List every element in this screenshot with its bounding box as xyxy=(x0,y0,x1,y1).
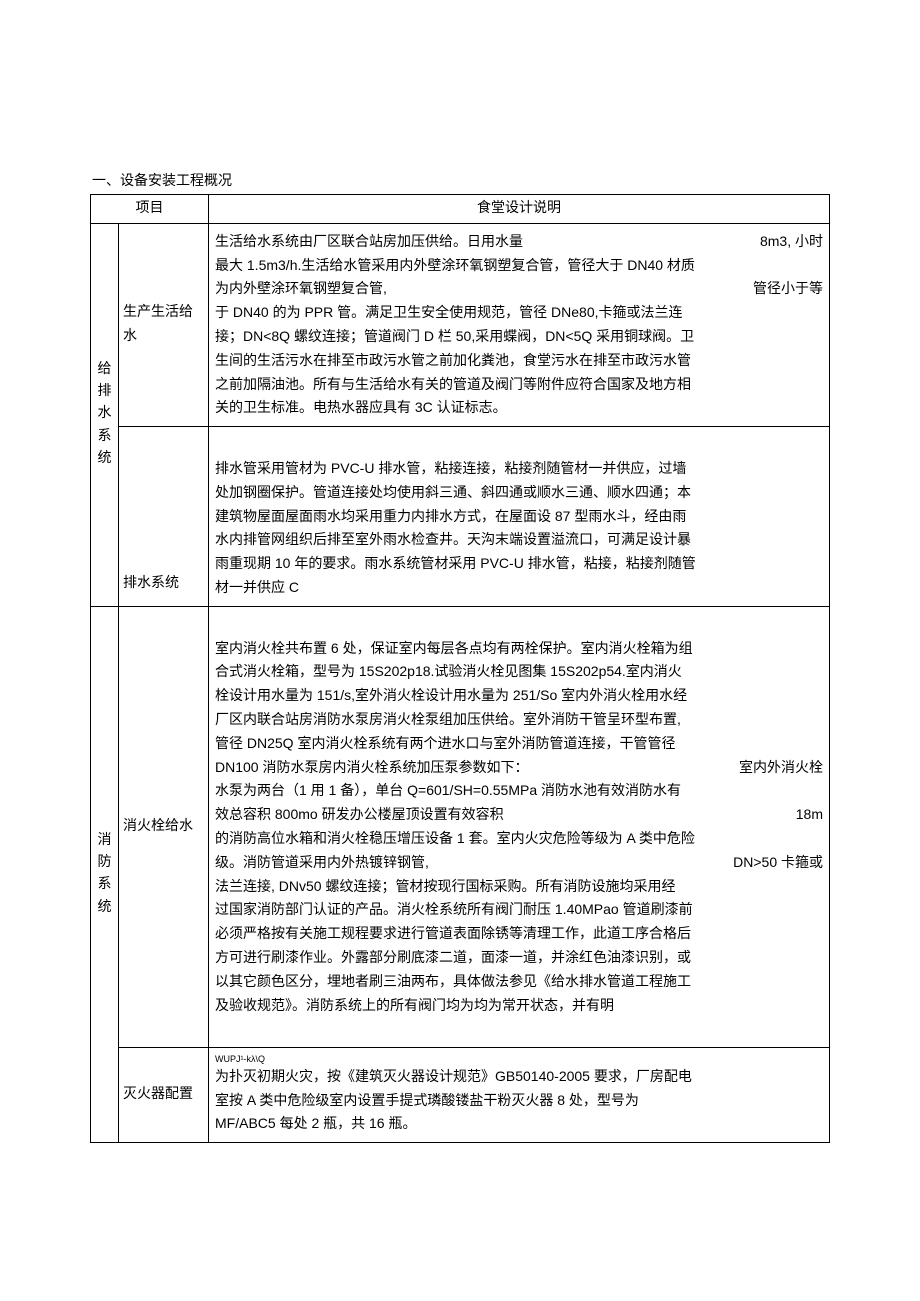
desc-line: 之前加隔油池。所有与生活给水有关的管道及阀门等附件应符合国家及地方相 xyxy=(215,373,823,397)
table-row: 给排水系统生产生活给水生活给水系统由厂区联合站房加压供给。日用水量8m3, 小时… xyxy=(91,223,830,426)
desc-line: 为扑灭初期火灾，按《建筑灭火器设计规范》GB50140-2005 要求，厂房配电 xyxy=(215,1065,823,1089)
description-cell: WUPJ¹-kλ\Q为扑灭初期火灾，按《建筑灭火器设计规范》GB50140-20… xyxy=(209,1048,830,1143)
desc-line: 建筑物屋面屋面雨水均采用重力内排水方式，在屋面设 87 型雨水斗，经由雨 xyxy=(215,505,823,529)
desc-line: 厂区内联合站房消防水泵房消火栓泵组加压供给。室外消防干管呈环型布置, xyxy=(215,708,823,732)
sub-label: 排水系统 xyxy=(119,427,209,607)
desc-line: 室按 A 类中危险级室内设置手提式璘酸镂盐干粉灭火器 8 处，型号为 xyxy=(215,1089,823,1113)
desc-line-left: 级。消防管道采用内外热镀锌钢管, xyxy=(215,851,429,875)
desc-line-left: 生活给水系统由厂区联合站房加压供给。日用水量 xyxy=(215,230,523,254)
desc-line: 雨重现期 10 年的要求。雨水系统管材采用 PVC-U 排水管，粘接，粘接剂随管 xyxy=(215,552,823,576)
desc-line: DN100 消防水泵房内消火栓系统加压泵参数如下： 室内外消火栓 xyxy=(215,756,823,780)
description-cell: 室内消火栓共布置 6 处，保证室内每层各点均有两栓保护。室内消火栓箱为组合式消火… xyxy=(209,606,830,1047)
desc-line: 生间的生活污水在排至市政污水管之前加化粪池，食堂污水在排至市政污水管 xyxy=(215,349,823,373)
desc-line: 材一并供应 C xyxy=(215,576,823,600)
desc-line: 方可进行刷漆作业。外露部分刷底漆二道，面漆一道，并涂红色油漆识别，或 xyxy=(215,946,823,970)
desc-line: 及验收规范》。消防系统上的所有阀门均为均为常开状态，并有明 xyxy=(215,994,823,1018)
sub-label: 消火栓给水 xyxy=(119,606,209,1047)
table-row: 消防系统消火栓给水 室内消火栓共布置 6 处，保证室内每层各点均有两栓保护。室内… xyxy=(91,606,830,1047)
desc-line: 法兰连接, DNv50 螺纹连接；管材按现行国标采购。所有消防设施均采用经 xyxy=(215,875,823,899)
desc-line xyxy=(215,1017,823,1041)
sub-label: 生产生活给水 xyxy=(119,223,209,426)
desc-line: 关的卫生标准。电热水器应具有 3C 认证标志。 xyxy=(215,396,823,420)
desc-line: 排水管采用管材为 PVC-U 排水管，粘接连接，粘接剂随管材一并供应，过墙 xyxy=(215,457,823,481)
desc-line: 必须严格按有关施工规程要求进行管道表面除锈等清理工作，此道工序合格后 xyxy=(215,922,823,946)
section-heading: 一、设备安装工程概况 xyxy=(90,170,830,190)
group-label-text: 消防系统 xyxy=(98,830,112,920)
desc-line: 为内外壁涂环氧钢塑复合管, 管径小于等 xyxy=(215,277,823,301)
desc-line-small: WUPJ¹-kλ\Q xyxy=(215,1054,823,1065)
desc-line: 水内排管网组织后排至室外雨水检查井。天沟末端设置溢流口，可满足设计暴 xyxy=(215,528,823,552)
desc-line-right: 18m xyxy=(796,803,823,827)
desc-line: 的消防高位水箱和消火栓稳压增压设备 1 套。室内火灾危险等级为 A 类中危险 xyxy=(215,827,823,851)
desc-line: 生活给水系统由厂区联合站房加压供给。日用水量 8m3, 小时 xyxy=(215,230,823,254)
header-project: 项目 xyxy=(91,195,209,224)
desc-line-left: 为内外壁涂环氧钢塑复合管, xyxy=(215,277,387,301)
group-label-text: 给排水系统 xyxy=(98,359,112,471)
desc-line: 水泵为两台（1 用 1 备），单台 Q=601/SH=0.55MPa 消防水池有… xyxy=(215,779,823,803)
desc-line: 处加钢圈保护。管道连接处均使用斜三通、斜四通或顺水三通、顺水四通；本 xyxy=(215,481,823,505)
table-row: 灭火器配置WUPJ¹-kλ\Q为扑灭初期火灾，按《建筑灭火器设计规范》GB501… xyxy=(91,1048,830,1143)
spec-table: 项目 食堂设计说明 给排水系统生产生活给水生活给水系统由厂区联合站房加压供给。日… xyxy=(90,194,830,1143)
desc-line-left: 效总容积 800mo 研发办公楼屋顶设置有效容积 xyxy=(215,803,504,827)
desc-line: 于 DN40 的为 PPR 管。满足卫生安全使用规范，管径 DNe80,卡箍或法… xyxy=(215,301,823,325)
desc-line: 最大 1.5m3/h.生活给水管采用内外壁涂环氧钢塑复合管，管径大于 DN40 … xyxy=(215,254,823,278)
desc-line xyxy=(215,433,823,457)
header-desc: 食堂设计说明 xyxy=(209,195,830,224)
desc-line-right: 管径小于等 xyxy=(753,277,823,301)
desc-line-left: DN100 消防水泵房内消火栓系统加压泵参数如下： xyxy=(215,756,528,780)
desc-line xyxy=(215,613,823,637)
description-cell: 生活给水系统由厂区联合站房加压供给。日用水量 8m3, 小时最大 1.5m3/h.… xyxy=(209,223,830,426)
desc-line-right: DN>50 卡箍或 xyxy=(733,851,823,875)
desc-line: 栓设计用水量为 151/s,室外消火栓设计用水量为 251/So 室内外消火栓用… xyxy=(215,684,823,708)
desc-line: 级。消防管道采用内外热镀锌钢管, DN>50 卡箍或 xyxy=(215,851,823,875)
desc-line-right: 室内外消火栓 xyxy=(739,756,823,780)
group-label: 给排水系统 xyxy=(91,223,119,606)
desc-line: 效总容积 800mo 研发办公楼屋顶设置有效容积 18m xyxy=(215,803,823,827)
desc-line: 室内消火栓共布置 6 处，保证室内每层各点均有两栓保护。室内消火栓箱为组 xyxy=(215,637,823,661)
sub-label: 灭火器配置 xyxy=(119,1048,209,1143)
description-cell: 排水管采用管材为 PVC-U 排水管，粘接连接，粘接剂随管材一并供应，过墙处加钢… xyxy=(209,427,830,607)
table-row: 排水系统 排水管采用管材为 PVC-U 排水管，粘接连接，粘接剂随管材一并供应，… xyxy=(91,427,830,607)
group-label: 消防系统 xyxy=(91,606,119,1143)
desc-line: MF/ABC5 每处 2 瓶，共 16 瓶。 xyxy=(215,1112,823,1136)
table-header-row: 项目 食堂设计说明 xyxy=(91,195,830,224)
desc-line: 以其它颜色区分，埋地者刷三油两布，具体做法参见《给水排水管道工程施工 xyxy=(215,970,823,994)
desc-line-right: 8m3, 小时 xyxy=(760,230,823,254)
desc-line: 过国家消防部门认证的产品。消火栓系统所有阀门耐压 1.40MPao 管道刷漆前 xyxy=(215,898,823,922)
desc-line: 合式消火栓箱，型号为 15S202p18.试验消火栓见图集 15S202p54.… xyxy=(215,660,823,684)
desc-line: 接；DN<8Q 螺纹连接；管道阀门 D 栏 50,采用蝶阀，DN<5Q 采用铜球… xyxy=(215,325,823,349)
desc-line: 管径 DN25Q 室内消火栓系统有两个进水口与室外消防管道连接，干管管径 xyxy=(215,732,823,756)
